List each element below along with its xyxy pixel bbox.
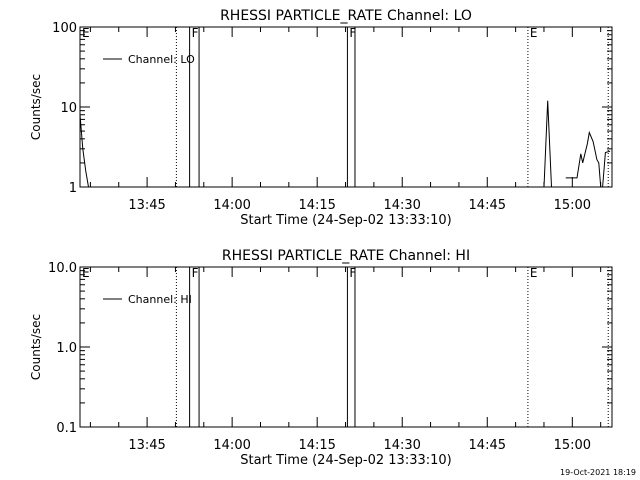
x-tick-label: 14:30 xyxy=(383,198,420,213)
plot-frame xyxy=(79,266,613,428)
x-tick-label: 13:45 xyxy=(128,198,165,213)
y-axis-label: Counts/sec xyxy=(29,314,43,380)
x-tick-label: 15:00 xyxy=(554,198,591,213)
x-axis-label: Start Time (24-Sep-02 13:33:10) xyxy=(240,453,451,468)
flag-label: F xyxy=(192,266,199,280)
chart-title: RHESSI PARTICLE_RATE Channel: HI xyxy=(222,248,470,264)
x-tick-label: 13:45 xyxy=(128,438,165,453)
x-tick-label: 14:00 xyxy=(213,198,250,213)
x-tick-label: 14:15 xyxy=(298,438,335,453)
flag-label: E xyxy=(530,26,538,40)
series-line xyxy=(565,130,602,188)
x-tick-label: 15:00 xyxy=(554,438,591,453)
flag-label: F xyxy=(192,26,199,40)
x-tick-label: 14:45 xyxy=(469,198,506,213)
flag-label: E xyxy=(82,266,90,280)
series-line xyxy=(79,114,89,188)
flag-label: E xyxy=(530,266,538,280)
footer-timestamp: 19-Oct-2021 18:19 xyxy=(560,468,636,477)
x-axis-label: Start Time (24-Sep-02 13:33:10) xyxy=(240,213,451,228)
flag-label: F xyxy=(349,266,356,280)
flag-label: E xyxy=(82,26,90,40)
series-line xyxy=(543,100,552,188)
series-line xyxy=(602,150,611,188)
hi-channel-chart: RHESSI PARTICLE_RATE Channel: HI Start Ti… xyxy=(29,248,613,468)
flag-label: F xyxy=(349,26,356,40)
y-axis-label: Counts/sec xyxy=(29,74,43,140)
x-tick-label: 14:00 xyxy=(213,438,250,453)
y-tick-label: 1 xyxy=(69,181,77,196)
plot-frame xyxy=(79,26,613,188)
y-tick-label: 100 xyxy=(52,21,77,36)
y-tick-label: 10.0 xyxy=(48,261,77,276)
x-tick-label: 14:15 xyxy=(298,198,335,213)
x-tick-label: 14:45 xyxy=(469,438,506,453)
lo-channel-chart: RHESSI PARTICLE_RATE Channel: LO Start Ti… xyxy=(29,8,613,228)
legend-label: Channel: HI xyxy=(128,293,192,306)
y-tick-label: 10 xyxy=(60,101,77,116)
y-tick-label: 0.1 xyxy=(56,421,77,436)
y-tick-label: 1.0 xyxy=(56,341,77,356)
legend-label: Channel: LO xyxy=(128,53,195,66)
chart-title: RHESSI PARTICLE_RATE Channel: LO xyxy=(220,8,472,24)
x-tick-label: 14:30 xyxy=(383,438,420,453)
